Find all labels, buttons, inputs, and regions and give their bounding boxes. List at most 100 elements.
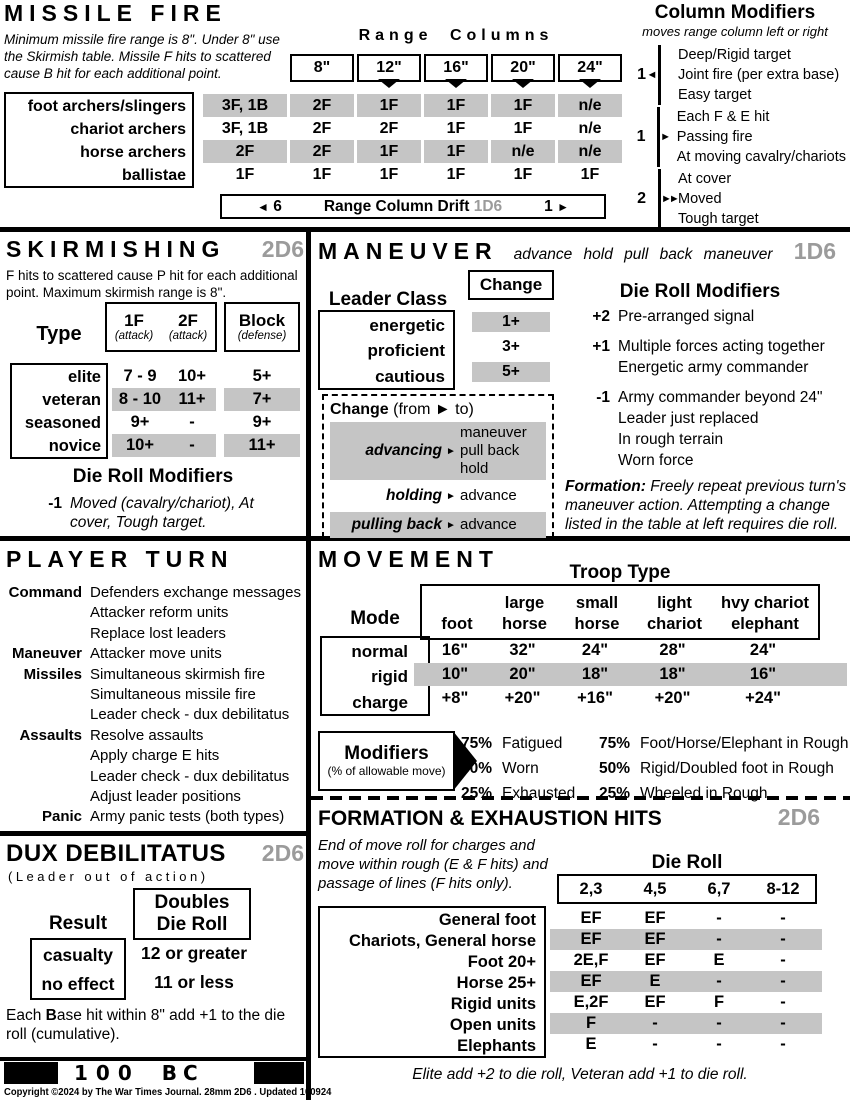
- maneuver-header: MANEUVER advance hold pull back maneuver…: [318, 238, 836, 265]
- phase-label: Missiles: [23, 665, 82, 683]
- range-header: 8": [290, 54, 354, 82]
- change-box-title: Change (from ► to): [330, 401, 474, 418]
- grid-cell: 1F: [424, 94, 488, 117]
- drift-right: 1 ►: [544, 197, 569, 215]
- leader-class-box: energetic proficient cautious: [318, 310, 455, 390]
- grid-cell: 2F: [290, 94, 354, 117]
- column-header: Block (defense): [237, 310, 287, 342]
- table-row: EF E - -: [550, 971, 822, 992]
- column-header: 2,3: [579, 879, 603, 898]
- drift-die: 1D6: [473, 197, 503, 215]
- range-header: 24": [558, 54, 622, 82]
- grid-cell: 1+: [472, 312, 550, 332]
- dashed-divider: [311, 796, 850, 800]
- grid-cell: n/e: [558, 140, 622, 163]
- die-roll-modifiers-title: Die Roll Modifiers: [619, 281, 781, 302]
- double-right-arrow-icon: ►►: [661, 193, 680, 205]
- movement-pcts-left: 75% Fatigued 50% Worn 25% Exhausted: [450, 731, 575, 806]
- modifier-entry: +2 Pre-arranged signal: [584, 306, 825, 327]
- row-label: Chariots, General horse: [348, 932, 536, 950]
- table-row: F---: [550, 1013, 822, 1034]
- phase-actions: Army panic tests (both types): [90, 808, 285, 826]
- formation-footnote: Elite add +2 to die roll, Veteran add +1…: [412, 1066, 748, 1083]
- change-row: holding ► advance: [330, 483, 546, 509]
- table-row: E,2F EF F -: [573, 993, 786, 1011]
- turn-phase: Command Defenders exchange messages Atta…: [4, 583, 306, 644]
- modifier-items: Army commander beyond 24" Leader just re…: [618, 389, 823, 469]
- copyright-text: Copyright ©2024 by The War Times Journal…: [4, 1086, 332, 1098]
- turn-phase: Panic Army panic tests (both types): [4, 807, 306, 827]
- phase-actions: Simultaneous skirmish fire Simultaneous …: [90, 665, 290, 724]
- grid-cell: 3F, 1B: [203, 94, 287, 117]
- divider: [0, 536, 850, 541]
- divider: [658, 45, 661, 105]
- table-row: 2F 2F 1F 1F n/e n/e: [203, 140, 622, 163]
- missile-fire-title: MISSILE FIRE: [4, 0, 227, 26]
- divider: [0, 1057, 306, 1061]
- skirmish-type-box: elite veteran seasoned novice: [10, 363, 108, 459]
- divider: [0, 227, 850, 232]
- grid-cell: 1F: [312, 165, 332, 183]
- table-row: 2E,F EF E -: [573, 951, 786, 969]
- left-arrow-icon: ◄: [257, 199, 269, 214]
- troop-type-header-box: foot large horse small horse light chariot …: [420, 584, 820, 640]
- grid-cell: 3F, 1B: [221, 119, 269, 137]
- grid-cell: 1F: [424, 140, 488, 163]
- range-header: 16": [424, 54, 488, 82]
- grid-cell: 1F: [357, 140, 421, 163]
- grid-cell: 1F: [491, 94, 555, 117]
- grid-cell: 1F: [513, 165, 533, 183]
- table-row: 10" 20" 18" 18" 16": [414, 663, 847, 686]
- turn-phase: Missiles Simultaneous skirmish fire Simu…: [4, 665, 306, 726]
- column-header: 1F (attack): [114, 310, 154, 342]
- to-states: maneuver pull back hold: [460, 424, 527, 477]
- pct-row: 25% Wheeled in Rough: [598, 785, 768, 802]
- formation-values: EF EF - - EF EF - - 2E,F EF E - EF E - - E,2F EF F - F-…: [550, 908, 822, 1055]
- modifiers-label: Modifiers: [344, 743, 429, 764]
- doubles-die-roll-box: Doubles Die Roll: [133, 888, 251, 940]
- modifier-group: 1 ► Each F & E hit Passing fire At movin…: [624, 107, 846, 167]
- modifier-group: 2 ►► At cover Moved Tough target: [624, 169, 846, 229]
- grid-cell: 2F: [290, 140, 354, 163]
- maneuver-title: MANEUVER: [318, 238, 498, 264]
- dice-badge: 2D6: [261, 236, 304, 262]
- pct-row: 75% Foot/Horse/Elephant in Rough: [598, 735, 849, 752]
- column-header: small horse: [574, 594, 620, 633]
- column-header: 6,7: [707, 879, 731, 898]
- row-label: rigid: [371, 667, 408, 687]
- modifier-value: -1: [48, 495, 62, 512]
- logo-block-right: [254, 1062, 304, 1084]
- dice-badge: 2D6: [261, 840, 304, 866]
- row-label: cautious: [375, 366, 445, 386]
- right-arrow-icon: ►: [557, 199, 569, 214]
- maneuver-modifiers: +2 Pre-arranged signal +1 Multiple force…: [584, 306, 825, 480]
- range-column-headers: 8" 12" 16" 20" 24": [290, 54, 622, 82]
- from-state: advancing: [365, 442, 442, 459]
- modifier-items: Each F & E hit Passing fire At moving ca…: [676, 109, 846, 165]
- column-modifier-groups: 1 ◄ Deep/Rigid target Joint fire (per ex…: [624, 45, 846, 229]
- left-arrow-icon: ◄: [646, 69, 658, 81]
- type-label: Type: [36, 323, 82, 345]
- grid-cell: 1F: [446, 165, 466, 183]
- dux-rolls: 12 or greater 11 or less: [133, 939, 255, 997]
- column-modifiers-title: Column Modifiers: [654, 2, 816, 23]
- row-label: casualty: [42, 945, 114, 965]
- table-row: E---: [585, 1035, 786, 1053]
- leader-class-label: Leader Class: [328, 289, 448, 310]
- missile-fire-note: Minimum missile fire range is 8". Under …: [4, 32, 280, 81]
- divider: [658, 169, 661, 229]
- column-modifiers-subtitle: moves range column left or right: [642, 24, 828, 39]
- dice-badge: 1D6: [793, 238, 836, 264]
- grid-cell: 5+: [472, 362, 550, 382]
- roll-value: 12 or greater: [140, 943, 248, 963]
- column-header: hvy chariot elephant: [720, 594, 810, 633]
- range-header: 12": [357, 54, 421, 82]
- turn-phase: Maneuver Attacker move units: [4, 644, 306, 664]
- table-row: 16" 32" 24" 28" 24": [441, 641, 777, 659]
- divider: [0, 831, 306, 836]
- change-table-box: Change (from ► to) advancing ► maneuver …: [322, 394, 554, 538]
- modifier-value: +1: [592, 338, 610, 355]
- row-label: novice: [48, 437, 101, 455]
- row-label: veteran: [42, 391, 101, 409]
- change-row: pulling back ► advance: [330, 512, 546, 538]
